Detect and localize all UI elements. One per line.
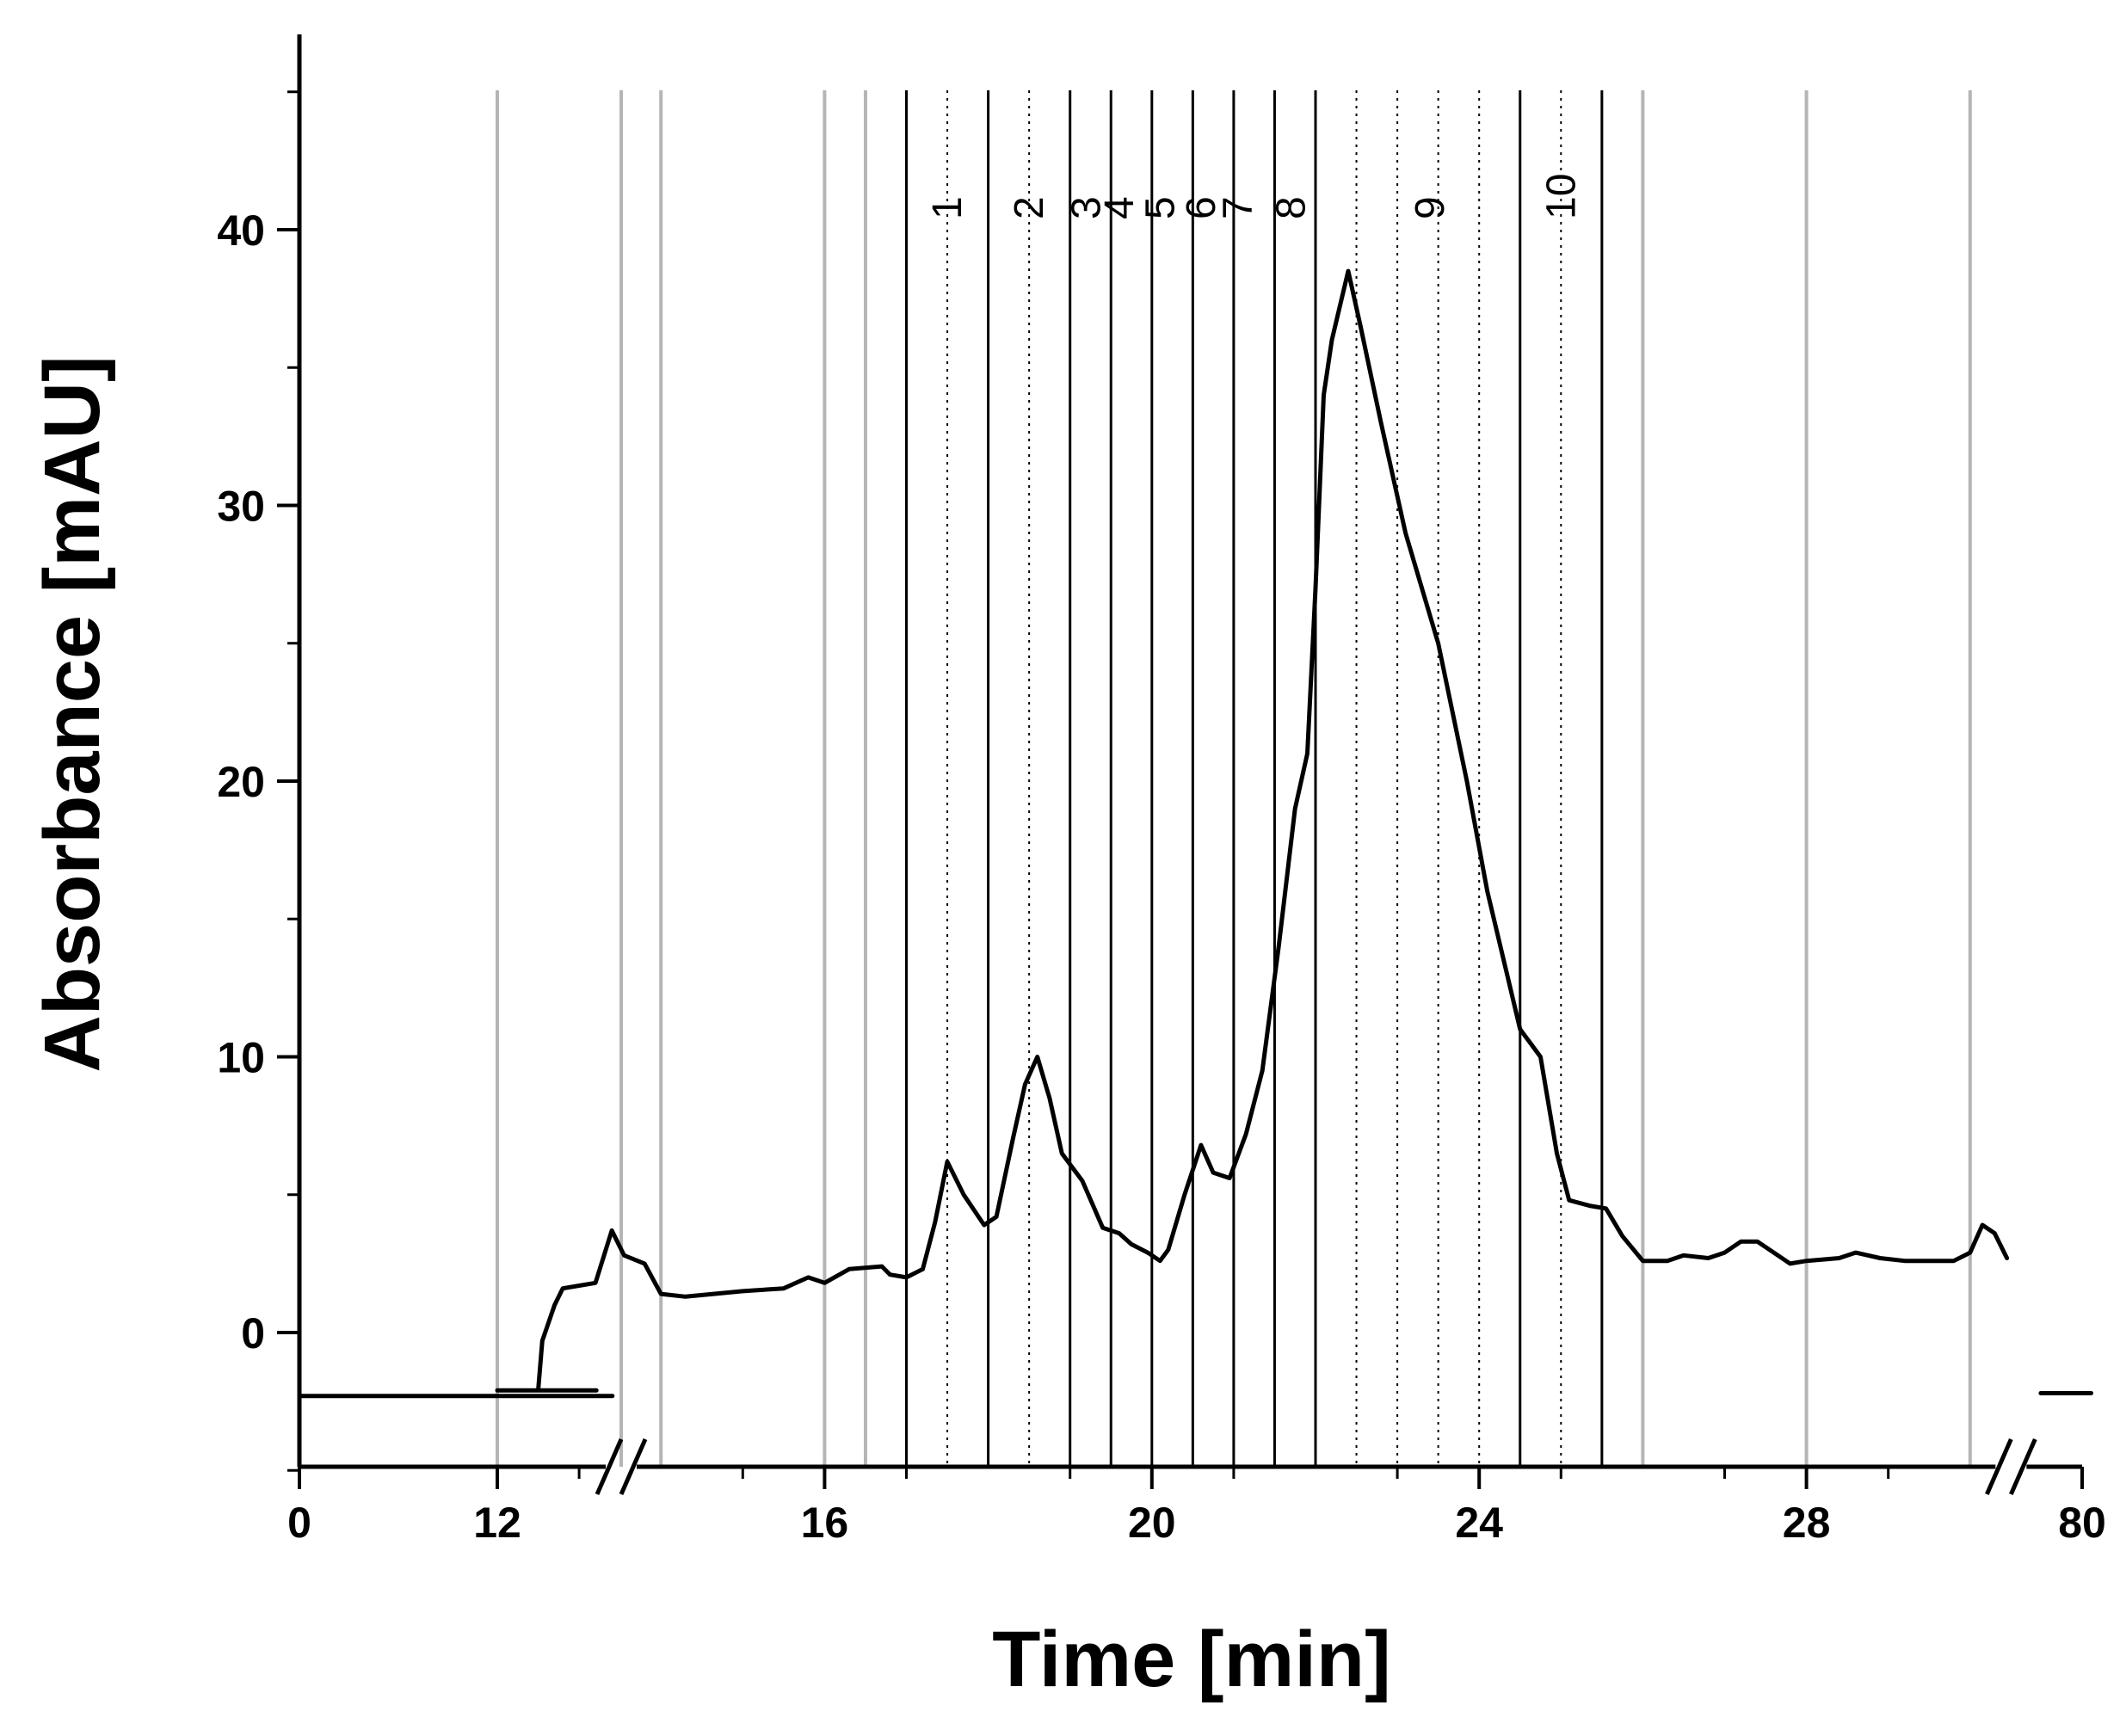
axis-break-marks [595,1437,2037,1496]
break-mark-1-0 [1985,1437,2013,1496]
fraction-midlines [946,90,1562,1467]
break-mark-0-1 [619,1437,648,1496]
y-tick-label-0: 0 [241,1309,265,1357]
fraction-label-6: 6 [1179,196,1224,219]
fraction-label-5: 5 [1137,196,1183,219]
x-tick-label-12: 12 [473,1499,521,1547]
x-tick-label-20: 20 [1128,1499,1176,1547]
fraction-label-7: 7 [1216,196,1261,219]
x-tick-label-0: 0 [287,1499,311,1547]
fraction-label-2: 2 [1007,196,1052,219]
fraction-label-3: 3 [1064,196,1110,219]
y-tick-label-40: 40 [217,206,265,255]
x-tick-label-80: 80 [2058,1499,2106,1547]
fraction-label-8: 8 [1268,196,1314,219]
y-tick-label-10: 10 [217,1034,265,1082]
x-axis-ticks: 0 12 16 20 24 28 80 [287,1467,2106,1547]
grey-reference-lines [496,90,1972,1467]
y-tick-label-20: 20 [217,758,265,806]
x-tick-label-16: 16 [801,1499,849,1547]
series-0-segment-1 [495,268,2010,1393]
fraction-boundary-lines [905,90,1604,1467]
x-tick-label-24: 24 [1455,1499,1503,1547]
y-axis-title: Absorbance [mAU] [28,355,116,1072]
y-axis-ticks: 0 10 20 30 40 [217,90,299,1472]
fraction-label-9: 9 [1408,196,1453,219]
series-group [297,268,2093,1399]
fraction-label-10: 10 [1538,174,1584,219]
x-axis-title: Time [min] [992,1616,1390,1703]
break-mark-0-0 [595,1437,624,1496]
fraction-label-4: 4 [1097,196,1143,219]
axes [297,34,2082,1469]
break-mark-1-1 [2009,1437,2037,1496]
y-tick-label-30: 30 [217,483,265,531]
fraction-label-1: 1 [925,196,971,219]
x-tick-label-28: 28 [1783,1499,1831,1547]
